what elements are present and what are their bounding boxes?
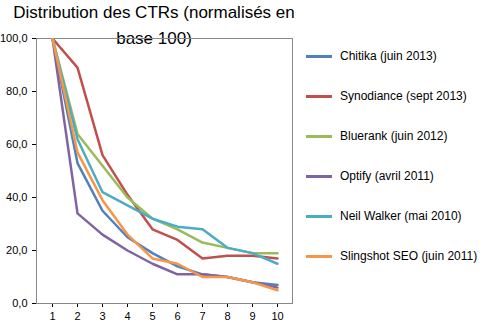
svg-text:0,0: 0,0 [12,297,27,309]
svg-text:80,0: 80,0 [6,85,27,97]
svg-text:7: 7 [199,310,205,322]
svg-text:9: 9 [249,310,255,322]
svg-text:10: 10 [271,310,283,322]
svg-text:6: 6 [174,310,180,322]
svg-text:60,0: 60,0 [6,138,27,150]
svg-text:40,0: 40,0 [6,191,27,203]
svg-text:5: 5 [149,310,155,322]
svg-text:2: 2 [74,310,80,322]
svg-text:3: 3 [99,310,105,322]
svg-text:20,0: 20,0 [6,244,27,256]
svg-text:100,0: 100,0 [0,32,28,44]
svg-text:1: 1 [49,310,55,322]
svg-text:4: 4 [124,310,130,322]
svg-text:8: 8 [224,310,230,322]
